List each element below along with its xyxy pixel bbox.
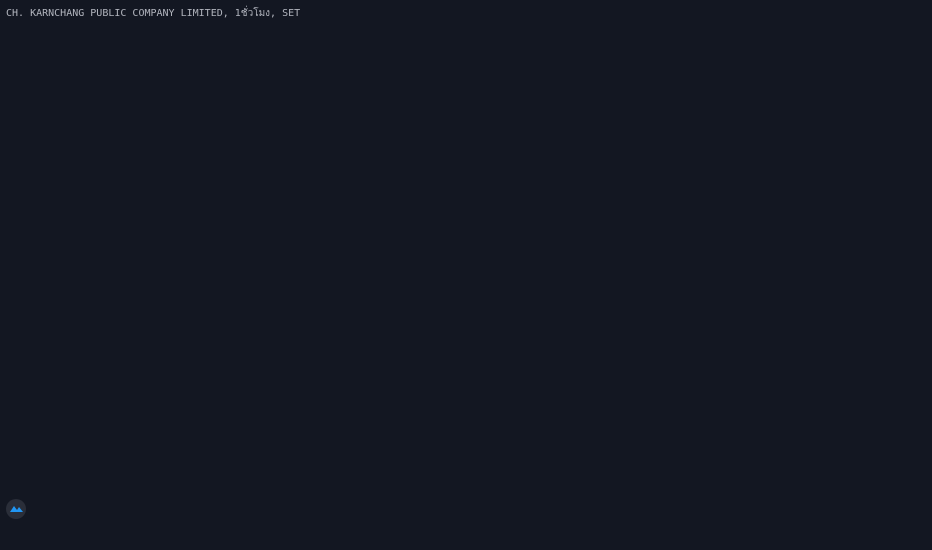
logo — [6, 499, 26, 519]
chart-title: CH. KARNCHANG PUBLIC COMPANY LIMITED, 1ช… — [6, 5, 300, 19]
